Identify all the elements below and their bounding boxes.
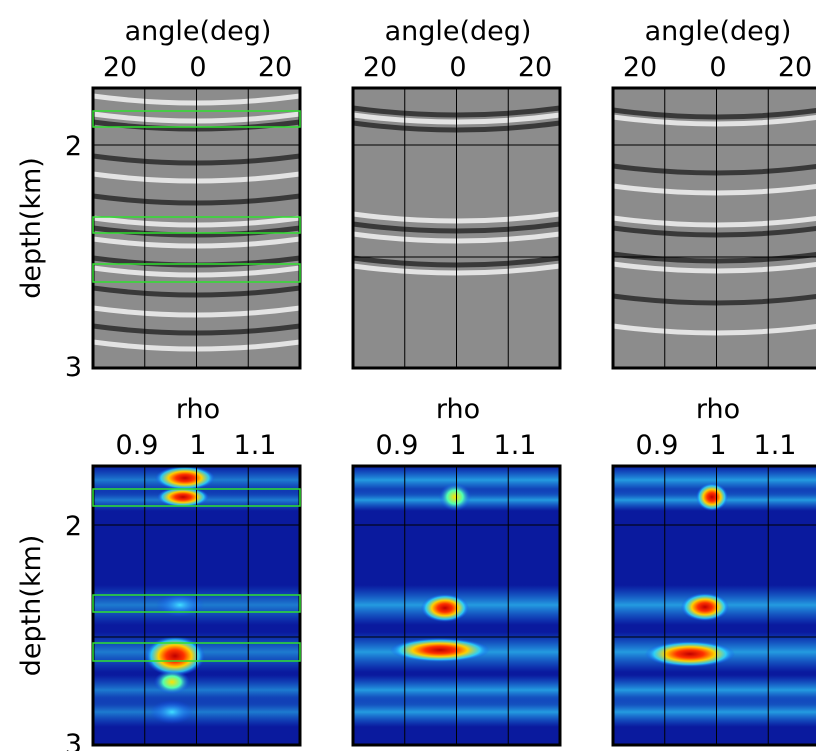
semblance-peak — [157, 487, 209, 507]
semblance-peak — [696, 483, 728, 511]
x-tick-label: 1 — [189, 430, 206, 461]
x-tick-label: 0 — [709, 52, 726, 83]
semblance-peak — [154, 670, 190, 694]
semblance-peak — [421, 594, 469, 622]
semblance-peak — [155, 466, 215, 490]
panels — [91, 86, 816, 747]
highlight-box — [92, 642, 301, 662]
x-axis-label: angle(deg) — [385, 16, 532, 47]
x-tick-label: 20 — [778, 52, 812, 83]
semblance-peak — [145, 636, 205, 676]
semblance-band — [613, 697, 816, 727]
highlight-box — [92, 263, 301, 283]
x-axis-label: rho — [176, 394, 220, 425]
panel-frame — [611, 464, 816, 747]
x-axis-label: angle(deg) — [645, 16, 792, 47]
x-tick-label: 0.9 — [376, 430, 419, 461]
x-tick-label: 20 — [518, 52, 552, 83]
highlight-box — [92, 216, 301, 234]
semblance-peak — [645, 641, 735, 667]
semblance-peak — [150, 700, 194, 724]
y-tick-label: 2 — [65, 131, 82, 162]
semblance-peak — [390, 638, 490, 662]
x-tick-label: 20 — [103, 52, 137, 83]
y-tick-label: 3 — [65, 352, 82, 383]
x-tick-label: 1 — [709, 430, 726, 461]
panel-frame — [351, 86, 562, 370]
semblance-peak — [156, 593, 204, 617]
semblance-peak — [439, 483, 471, 511]
x-tick-label: 0 — [449, 52, 466, 83]
highlight-box — [92, 110, 301, 128]
highlight-box — [92, 488, 301, 507]
x-tick-label: 1.1 — [494, 430, 537, 461]
x-tick-label: 0 — [189, 52, 206, 83]
semblance-peak — [681, 593, 729, 621]
highlight-box — [92, 594, 301, 613]
x-tick-label: 1 — [449, 430, 466, 461]
x-tick-label: 20 — [258, 52, 292, 83]
x-tick-label: 0.9 — [636, 430, 679, 461]
x-axis-label: rho — [436, 394, 480, 425]
x-tick-label: 20 — [363, 52, 397, 83]
panel-frame — [611, 86, 816, 370]
x-axis-label: rho — [696, 394, 740, 425]
x-tick-label: 0.9 — [116, 430, 159, 461]
x-axis-label: angle(deg) — [125, 16, 272, 47]
x-tick-label: 1.1 — [754, 430, 797, 461]
panel-frame — [351, 464, 562, 747]
y-axis-label: depth(km) — [16, 157, 47, 299]
y-axis-label: depth(km) — [16, 535, 47, 677]
seismic-image — [613, 88, 816, 368]
y-tick-label: 2 — [65, 511, 82, 542]
x-tick-label: 1.1 — [234, 430, 277, 461]
x-tick-label: 20 — [623, 52, 657, 83]
y-tick-label: 3 — [65, 729, 82, 751]
